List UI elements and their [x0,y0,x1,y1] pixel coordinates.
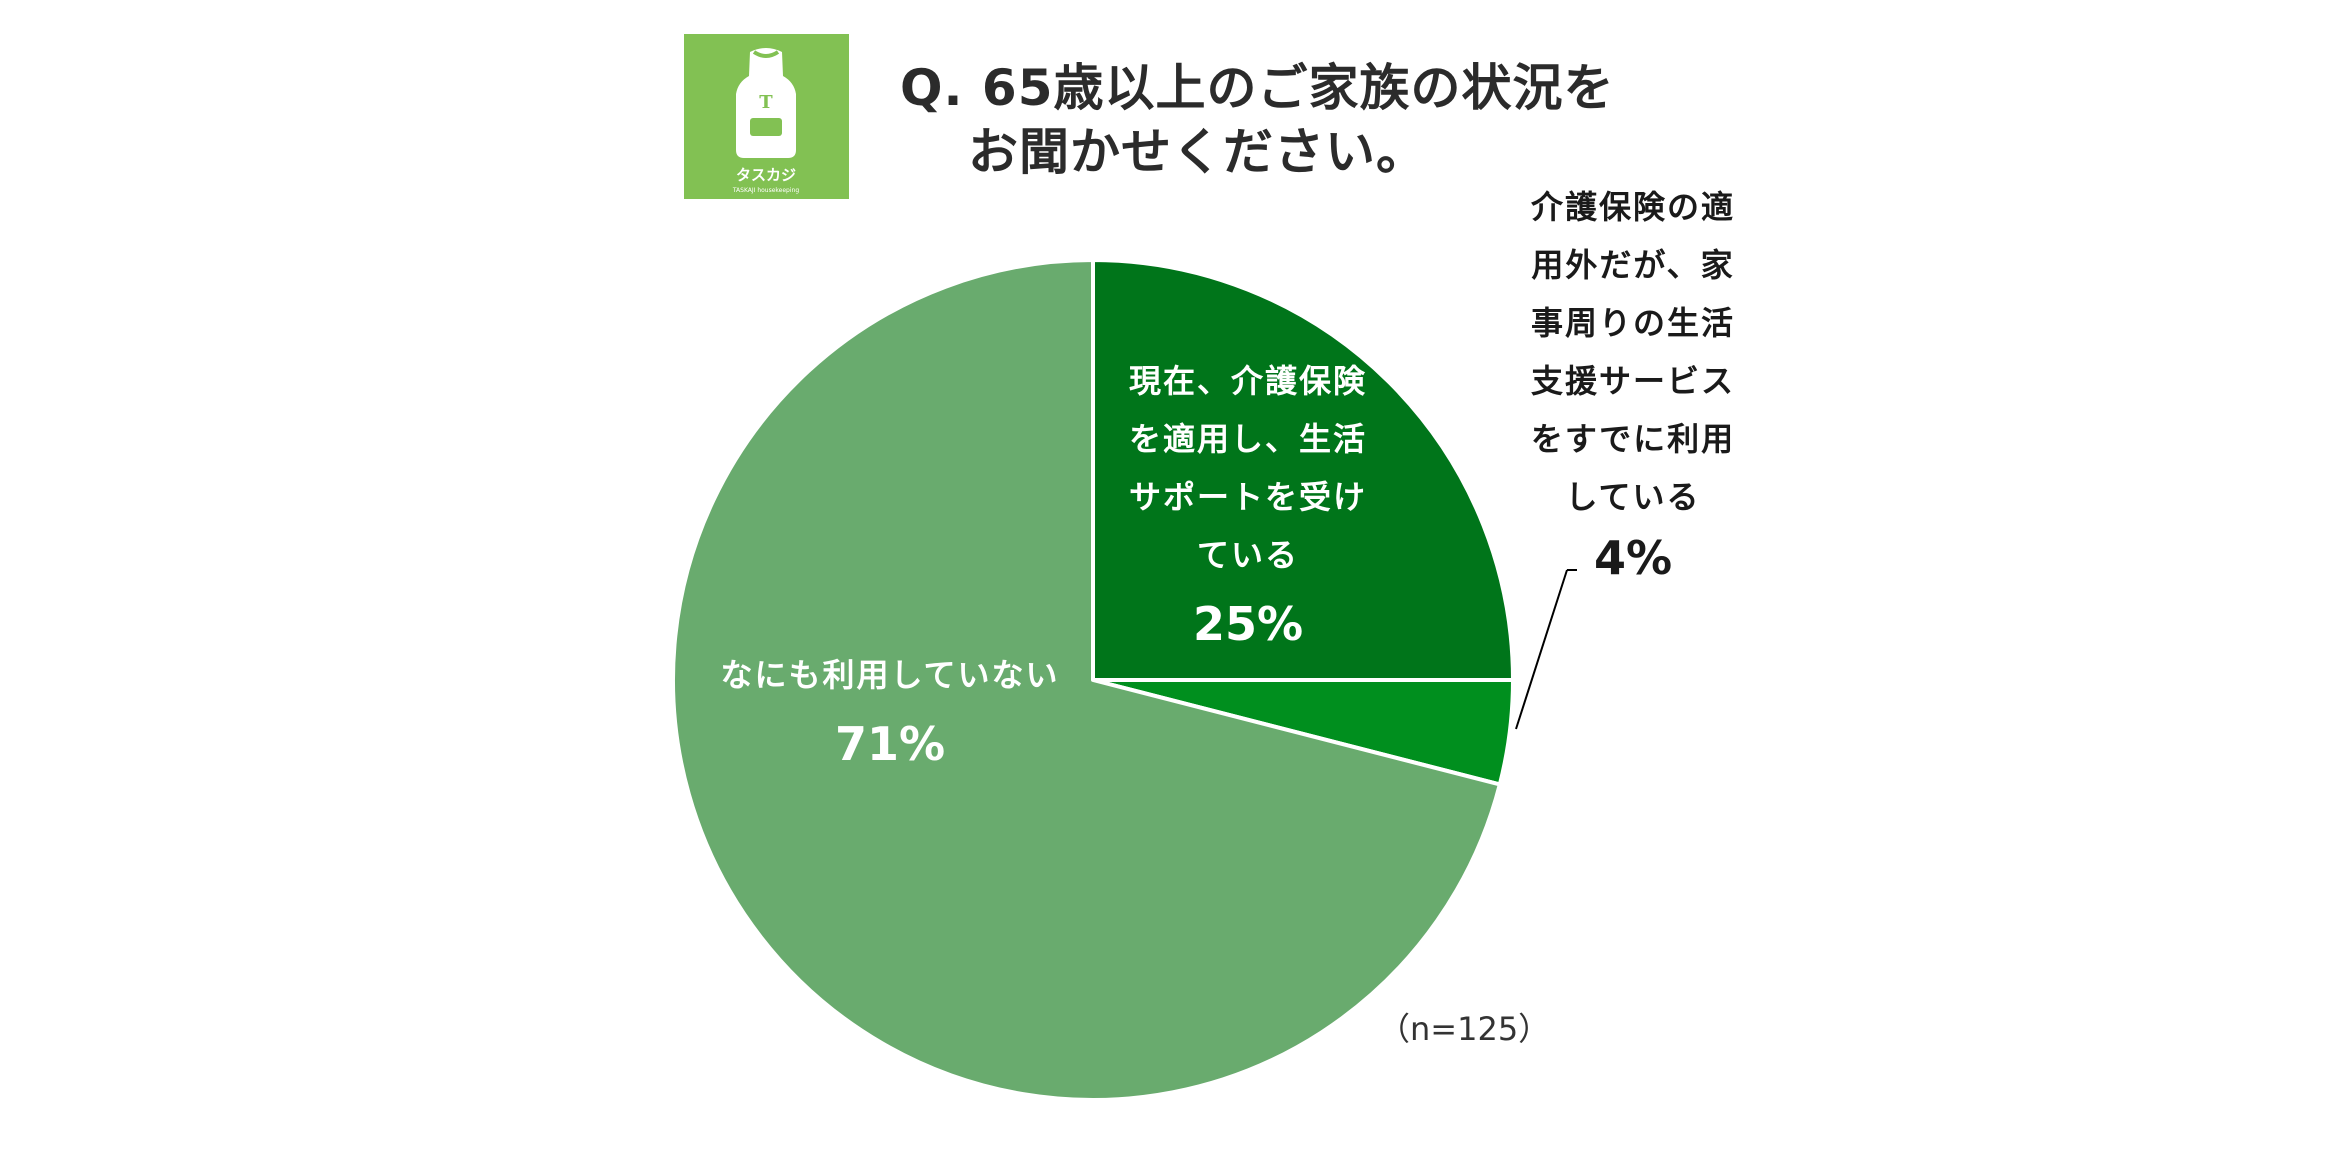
logo-letter: T [759,92,773,113]
logo-name: タスカジ [736,166,796,184]
pie-slice-0 [1091,258,1515,682]
leader-line [1515,569,1568,730]
slice-value-2: 71% [834,717,946,771]
chart-title: Q. 65歳以上のご家族の状況を お聞かせください。 [900,56,1615,184]
apron-logo-icon: T タスカジ TASKAJI housekeeping [684,34,849,199]
slice-label-0-line-2: サポートを受け [1128,478,1367,516]
apron-pocket [750,118,782,136]
slice-label-1-line-5: している [1565,478,1701,516]
slice-label-1-line-1: 用外だが、家 [1531,246,1735,284]
slice-label-1-line-0: 介護保険の適 [1530,188,1735,226]
slice-value-1: 4% [1593,531,1673,585]
slice-label-2: なにも利用していない 71% [690,646,1090,776]
slice-label-1-line-2: 事周りの生活 [1530,304,1735,342]
slice-value-0: 25% [1192,597,1304,651]
slice-label-0-line-1: を適用し、生活 [1128,420,1367,458]
slice-label-0: 現在、介護保険 を適用し、生活 サポートを受け ている 25% [1108,352,1388,656]
brand-logo: T タスカジ TASKAJI housekeeping [684,34,849,199]
pie-slice-2 [671,258,1502,1102]
slice-label-1: 介護保険の適 用外だが、家 事周りの生活 支援サービス をすでに利用 している … [1508,178,1758,590]
chart-title-line1: Q. 65歳以上のご家族の状況を [900,59,1615,117]
slice-label-1-line-3: 支援サービス [1530,362,1735,400]
sample-size-note: （n=125） [1378,1010,1551,1048]
pie-slices [671,258,1515,1102]
slice-label-2-line-0: なにも利用していない [720,656,1060,694]
slice-label-1-line-4: をすでに利用 [1530,420,1736,458]
slice-label-0-line-3: ている [1196,536,1299,574]
chart-title-line2: お聞かせください。 [968,123,1427,181]
logo-sub: TASKAJI housekeeping [732,187,800,194]
slice-label-0-line-0: 現在、介護保険 [1128,362,1367,400]
